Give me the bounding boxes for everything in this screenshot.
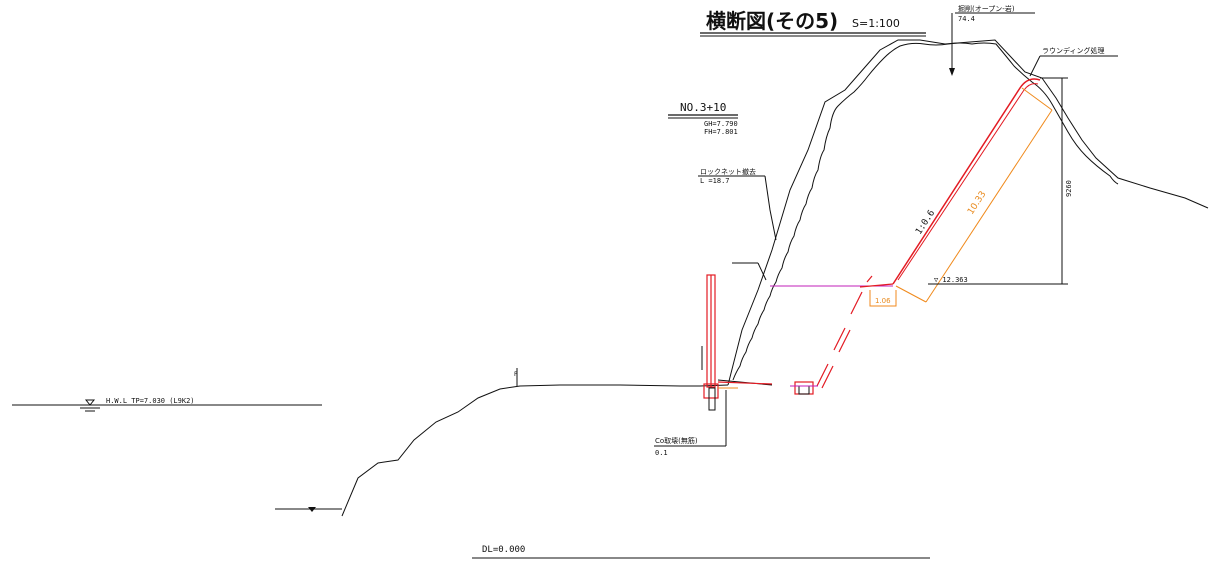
station-gh: GH=7.790 <box>704 120 738 128</box>
drawing-title: 横断図(その5) <box>706 9 838 33</box>
berm-red-line <box>859 283 894 288</box>
excavation-arrow-head <box>949 68 955 76</box>
slope-dim-top-ext <box>1021 87 1053 111</box>
lower-ground-profile <box>341 384 729 517</box>
datum-label: DL=0.000 <box>482 545 525 555</box>
station-number: NO.3+10 <box>680 101 726 114</box>
excavation-value: 74.4 <box>958 15 975 23</box>
riverbed-marker <box>308 507 316 512</box>
rounding-leader-diag <box>1029 55 1041 77</box>
small-label-leader <box>757 262 767 281</box>
lower-new-slope <box>816 275 873 387</box>
rocknet-leader-diag <box>764 175 777 241</box>
lower-new-slope-2 <box>821 329 851 389</box>
retaining-wall-footing <box>703 383 719 399</box>
rock-net-line <box>732 42 1119 381</box>
footing-pile <box>708 387 716 411</box>
slope-dim-line <box>925 109 1053 303</box>
hwl-triangle-icon <box>84 399 96 406</box>
hwl-label: H.W.L TP=7.030 (L9K2) <box>106 397 195 405</box>
rounding-label: ラウンディング処理 <box>1042 46 1105 55</box>
berm-width-value: 1.06 <box>875 297 891 305</box>
berm-width-dim <box>869 290 897 307</box>
drain-ditch <box>794 381 814 395</box>
station-fh: FH=7.801 <box>704 128 738 136</box>
slope-dim-bottom-ext <box>895 285 927 303</box>
concrete-label: Co取壊(無筋) <box>655 436 698 445</box>
concrete-value: 0.1 <box>655 449 668 457</box>
drawing-scale: S=1:100 <box>852 17 900 30</box>
elevation-mark: ▽ 12.363 <box>934 276 968 284</box>
excavation-label: 掘削(オープン-岩) <box>958 4 1015 13</box>
rocknet-label: ロックネット撤去 <box>700 167 756 176</box>
wall-base-red <box>717 381 773 385</box>
height-value: 9260 <box>1065 180 1073 197</box>
survey-pin-mark: P <box>514 371 518 378</box>
upper-new-slope <box>892 78 1041 285</box>
rocknet-value: L =18.7 <box>700 177 730 185</box>
upper-new-slope-inner <box>897 83 1039 281</box>
drain-ditch-inner <box>798 385 810 395</box>
